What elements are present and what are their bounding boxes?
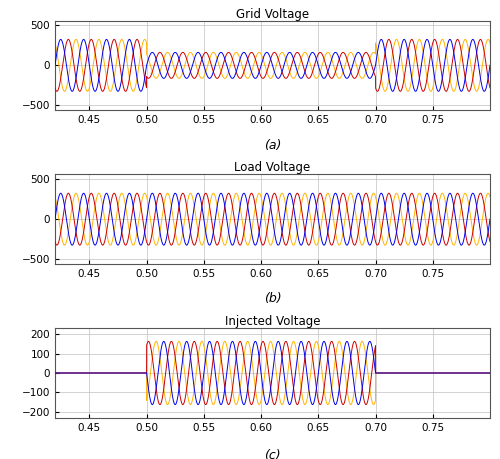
Title: Load Voltage: Load Voltage [234, 162, 310, 174]
Text: (c): (c) [264, 449, 281, 459]
Title: Injected Voltage: Injected Voltage [225, 315, 320, 328]
Text: (b): (b) [264, 292, 281, 306]
Title: Grid Voltage: Grid Voltage [236, 8, 309, 21]
Text: (a): (a) [264, 139, 281, 151]
